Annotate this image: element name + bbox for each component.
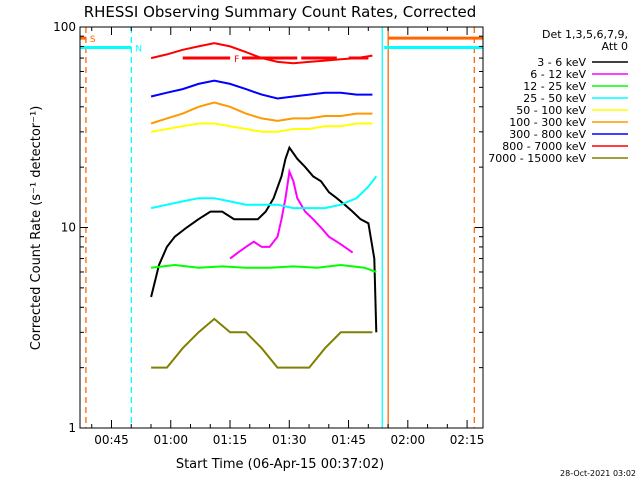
series-line-8 (150, 42, 373, 65)
series-group (150, 42, 378, 369)
footer-timestamp: 28-Oct-2021 03:02 (560, 469, 636, 478)
series-line-2 (229, 167, 354, 260)
legend-label: 7000 - 15000 keV (488, 152, 586, 165)
annotation-label: F (234, 55, 239, 65)
series-line-9 (151, 317, 373, 369)
legend-label: 800 - 7000 keV (502, 140, 586, 153)
series-line-5 (150, 122, 373, 133)
legend-label: 12 - 25 keV (523, 80, 586, 93)
series-line-6 (150, 101, 373, 125)
axes-group: 00:45 01:00 01:15 01:30 01:45 02:00 02:15 1 10 10… (53, 20, 484, 447)
legend-label: 100 - 300 keV (509, 116, 586, 129)
series-line-3 (150, 263, 377, 273)
legend-label: 25 - 50 keV (523, 92, 586, 105)
y-tick-label: 100 (53, 20, 76, 34)
y-tick-label: 1 (68, 421, 76, 435)
y-tick-label: 10 (61, 221, 76, 235)
annotations-group: S N F (90, 35, 239, 65)
legend-label: 3 - 6 keV (537, 56, 586, 69)
x-tick-label: 01:30 (272, 433, 307, 447)
series-line-7 (150, 79, 373, 100)
chart-title: RHESSI Observing Summary Count Rates, Co… (84, 3, 477, 21)
x-tick-label: 01:00 (153, 433, 188, 447)
annotation-label: N (135, 45, 142, 55)
legend-label: 50 - 100 keV (516, 104, 586, 117)
x-tick-label: 00:45 (94, 433, 129, 447)
legend-label: 300 - 800 keV (509, 128, 586, 141)
x-tick-label: 02:15 (450, 433, 485, 447)
legend-header: Det 1,3,5,6,7,9, (542, 28, 628, 41)
x-tick-label: 02:00 (391, 433, 426, 447)
y-axis-label: Corrected Count Rate (s⁻¹ detector⁻¹) (29, 106, 44, 351)
series-line-1 (150, 145, 378, 333)
x-tick-label: 01:45 (331, 433, 366, 447)
series-line-4 (150, 175, 378, 210)
legend-header: Att 0 (602, 40, 628, 53)
legend-label: 6 - 12 keV (530, 68, 586, 81)
x-tick-label: 01:15 (213, 433, 248, 447)
x-axis-label: Start Time (06-Apr-15 00:37:02) (176, 457, 384, 472)
annotation-label: S (90, 35, 96, 45)
